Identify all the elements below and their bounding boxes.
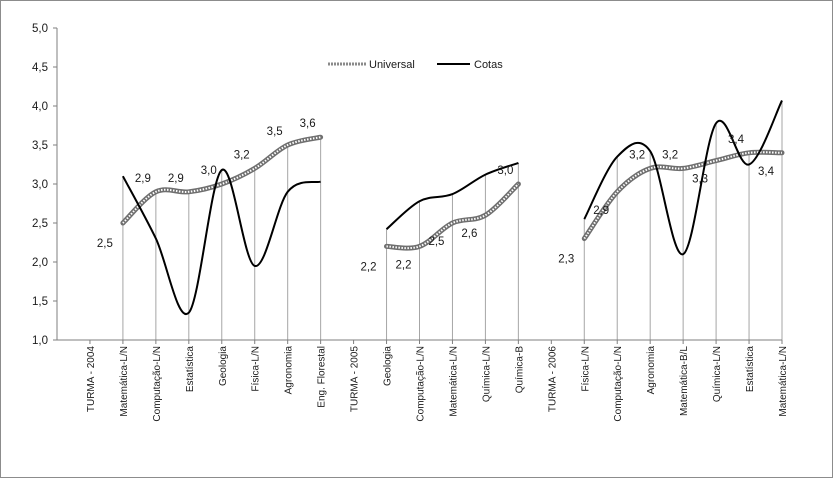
series-universal-line-pattern [583, 151, 783, 240]
category-label: Computação-L/N [613, 346, 624, 422]
y-tick-label: 1,5 [32, 296, 48, 308]
category-label: TURMA - 2006 [547, 346, 558, 413]
data-label: 3,2 [234, 149, 250, 161]
series-cotas-line [122, 168, 321, 316]
category-label: Estatística [745, 346, 756, 393]
y-tick-label: 3,5 [32, 140, 48, 152]
category-label: Geologia [383, 346, 394, 386]
y-tick-label: 2,5 [32, 218, 48, 230]
data-label: 2,9 [135, 173, 151, 185]
category-label: TURMA - 2005 [350, 346, 361, 413]
series-universal-line-pattern [122, 136, 321, 224]
category-label: Química-L/N [481, 346, 492, 402]
series-cotas-line [583, 100, 783, 256]
category-label: Computação-L/N [416, 346, 427, 422]
y-tick-label: 2,0 [32, 257, 48, 269]
data-label: 2,5 [97, 238, 113, 250]
category-label: Agronomia [284, 346, 295, 395]
y-tick-label: 1,0 [32, 335, 48, 347]
data-label: 2,2 [396, 259, 412, 271]
category-label: Estatística [185, 346, 196, 393]
data-label: 2,9 [593, 205, 609, 217]
y-tick-label: 5,0 [32, 23, 48, 35]
category-label: TURMA - 2004 [86, 346, 97, 413]
category-label: Computação-L/N [152, 346, 163, 422]
data-label: 3,2 [629, 149, 645, 161]
series-cotas-line [385, 161, 519, 230]
category-label: Química-L/N [712, 346, 723, 402]
y-tick-label: 4,0 [32, 101, 48, 113]
category-label: Matemática-B/L [679, 346, 690, 416]
data-label: 3,4 [758, 166, 775, 178]
category-label: Matemática-L/N [448, 346, 459, 417]
data-label: 2,9 [168, 173, 184, 185]
category-label: Matemática-L/N [778, 346, 789, 417]
legend-label-universal: Universal [369, 59, 415, 71]
data-label: 3,4 [728, 134, 745, 146]
data-label: 3,5 [267, 126, 283, 138]
legend: Universal Cotas [328, 59, 503, 71]
data-label: 3,0 [201, 165, 217, 177]
data-label: 3,3 [692, 174, 708, 186]
legend-label-cotas: Cotas [474, 59, 503, 71]
category-label: Eng. Florestal [317, 346, 328, 408]
y-tick-label: 4,5 [32, 62, 48, 74]
category-label: Matemática-L/N [119, 346, 130, 417]
category-label: Agronomia [646, 346, 657, 395]
data-label: 3,2 [662, 149, 678, 161]
category-label: Química-B [514, 346, 525, 394]
data-label: 2,3 [558, 254, 574, 266]
data-label: 3,6 [300, 118, 316, 130]
data-label: 2,6 [461, 228, 477, 240]
data-label: 3,0 [497, 165, 513, 177]
category-label: Física-L/N [580, 346, 591, 392]
data-label: 2,2 [361, 261, 377, 273]
category-label: Geologia [218, 346, 229, 386]
category-label: Física-L/N [251, 346, 262, 392]
y-tick-label: 3,0 [32, 179, 48, 191]
data-label: 2,5 [428, 236, 444, 248]
series-universal-line-pattern [386, 183, 520, 250]
